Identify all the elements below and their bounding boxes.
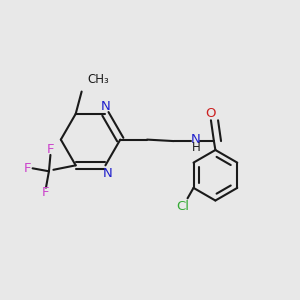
Text: Cl: Cl [177, 200, 190, 213]
Text: N: N [103, 167, 113, 180]
Text: H: H [192, 141, 200, 154]
Text: N: N [191, 133, 201, 146]
Text: CH₃: CH₃ [87, 73, 109, 86]
Text: N: N [100, 100, 110, 112]
Text: F: F [42, 187, 50, 200]
Text: F: F [23, 162, 31, 175]
Text: O: O [206, 107, 216, 120]
Text: F: F [47, 143, 54, 156]
